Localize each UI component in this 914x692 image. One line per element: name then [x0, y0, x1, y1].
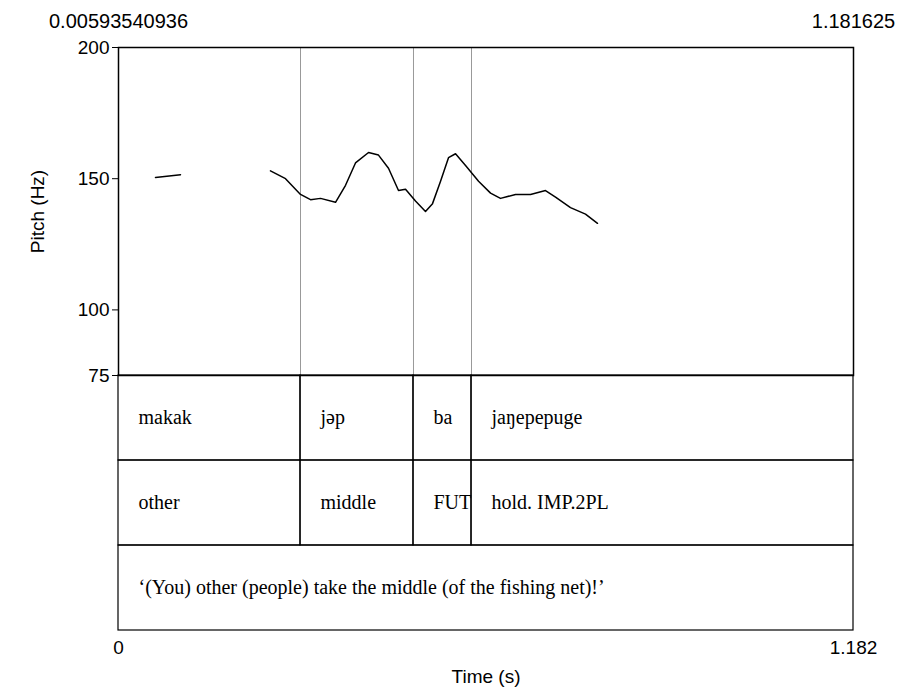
svg-text:other: other	[139, 491, 180, 513]
svg-text:0: 0	[113, 637, 124, 658]
svg-text:hold. IMP.2PL: hold. IMP.2PL	[492, 491, 609, 513]
svg-text:jaŋepepuge: jaŋepepuge	[491, 406, 583, 429]
svg-text:100: 100	[78, 299, 110, 320]
svg-text:Pitch (Hz): Pitch (Hz)	[27, 170, 48, 253]
svg-text:0.00593540936: 0.00593540936	[49, 10, 188, 32]
svg-text:75: 75	[88, 365, 109, 386]
svg-text:makak: makak	[139, 406, 192, 428]
svg-text:FUT: FUT	[433, 491, 471, 513]
svg-text:jəp: jəp	[320, 406, 345, 429]
svg-text:200: 200	[78, 37, 110, 58]
svg-text:ba: ba	[433, 406, 452, 428]
svg-text:1.182: 1.182	[830, 637, 878, 658]
svg-text:150: 150	[78, 168, 110, 189]
svg-text:middle: middle	[321, 491, 377, 513]
svg-text:‘(You) other (people) take the: ‘(You) other (people) take the middle (o…	[139, 576, 605, 599]
svg-text:Time (s): Time (s)	[452, 666, 521, 687]
svg-text:1.181625: 1.181625	[812, 10, 895, 32]
